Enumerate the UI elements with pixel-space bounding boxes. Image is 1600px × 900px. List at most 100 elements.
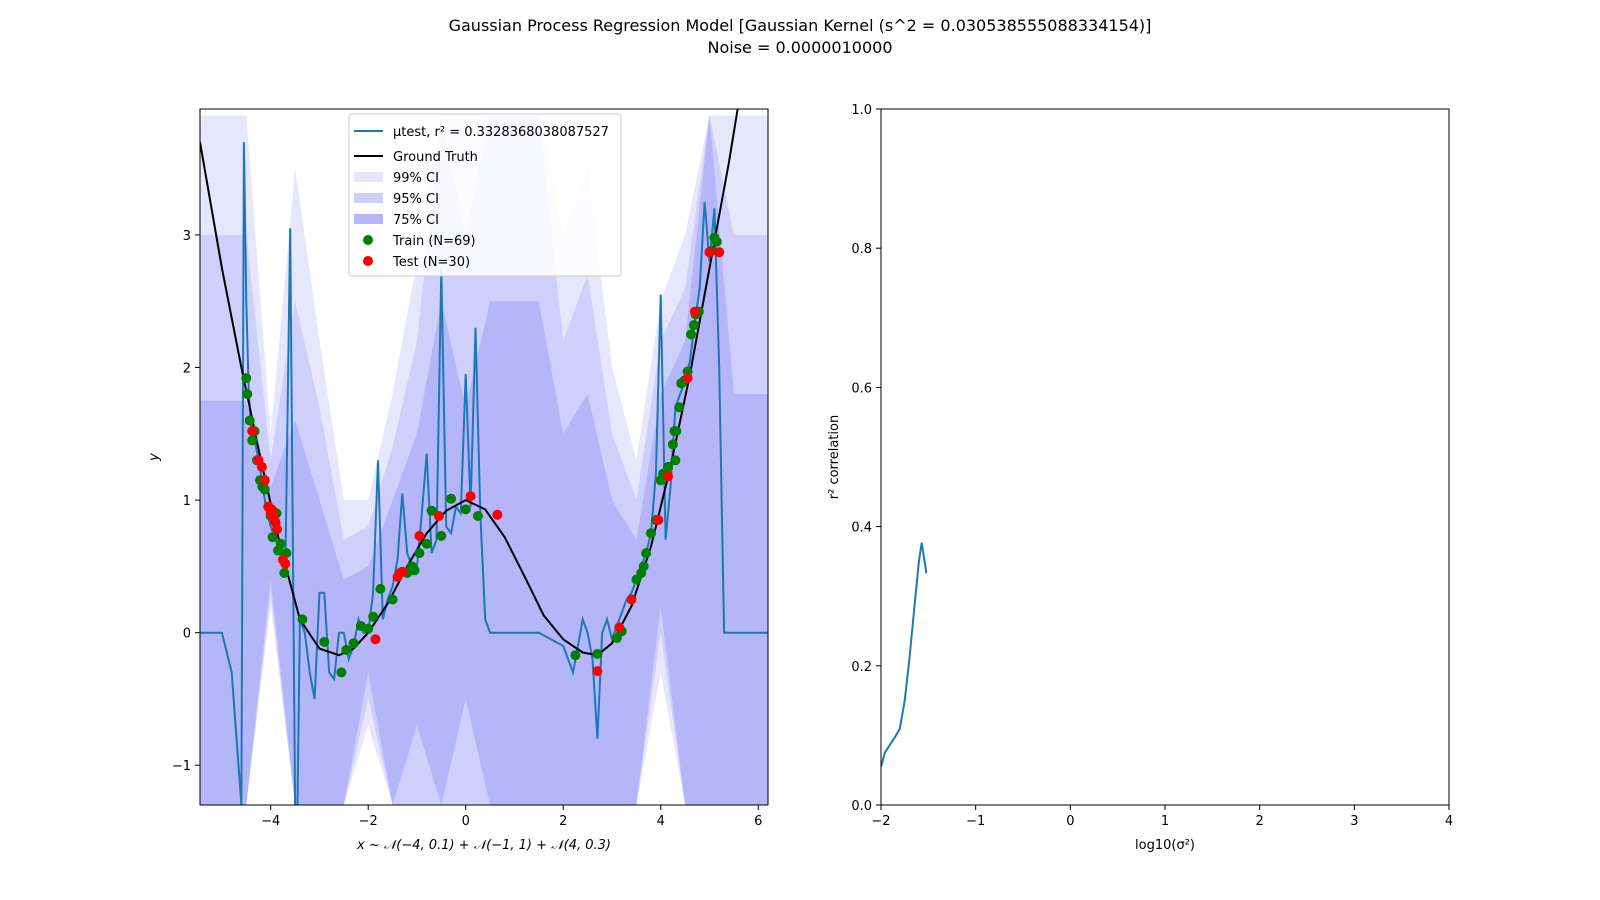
train-point: [275, 538, 286, 549]
right-x-tick-label: 3: [1350, 814, 1358, 829]
legend-ci99-label: 99% CI: [393, 171, 439, 186]
legend-train-swatch: [363, 235, 373, 245]
right-x-label: log10(σ²): [1135, 838, 1195, 853]
right-y-axis: 0.0 0.2 0.4 0.6 0.8 1.0: [851, 103, 881, 814]
train-point: [570, 650, 581, 661]
legend-train-label: Train (N=69): [392, 234, 476, 249]
legend-ci75-label: 75% CI: [393, 213, 439, 228]
left-panel: −4 −2 0 2 4 6 −1 0 1 2 3 x ~ 𝒩(−4, 0.1) + 𝒩(−1, 1…: [147, 108, 769, 853]
left-x-tick-label: 2: [559, 814, 567, 829]
right-x-tick-label: 0: [1066, 814, 1074, 829]
test-point: [614, 622, 625, 633]
left-x-axis: −4 −2 0 2 4 6: [261, 805, 762, 829]
train-point: [670, 455, 681, 466]
right-x-tick-label: 4: [1445, 814, 1453, 829]
test-point: [259, 475, 270, 486]
train-point: [267, 532, 278, 543]
legend-ci95-swatch: [354, 193, 383, 203]
train-point: [348, 638, 359, 649]
left-y-tick-label: 1: [183, 494, 191, 509]
left-y-tick-label: 0: [183, 627, 191, 642]
train-point: [472, 511, 483, 521]
test-point: [280, 558, 291, 569]
r2-series-line: [881, 542, 928, 767]
test-point: [272, 524, 282, 535]
train-point: [671, 426, 682, 437]
test-point: [433, 511, 444, 521]
left-x-tick-label: 0: [462, 814, 470, 829]
test-point: [592, 666, 603, 677]
test-point: [247, 426, 258, 437]
train-point: [421, 538, 432, 549]
train-point: [244, 415, 255, 426]
legend-box: [348, 113, 622, 277]
figure-title: Gaussian Process Regression Model [Gauss…: [449, 16, 1152, 35]
left-y-axis: −1 0 1 2 3: [172, 229, 200, 774]
train-point: [341, 644, 352, 655]
mean-line: [200, 142, 768, 805]
test-point: [653, 515, 664, 525]
test-point: [414, 530, 425, 541]
right-y-tick-label: 0.2: [851, 660, 872, 675]
train-point: [375, 583, 386, 594]
test-point: [626, 594, 637, 605]
train-point: [409, 565, 420, 576]
right-x-tick-label: −1: [966, 814, 985, 829]
right-y-tick-label: 0.0: [851, 799, 872, 814]
legend-test-label: Test (N=30): [392, 255, 470, 270]
test-point: [663, 471, 674, 482]
right-y-tick-label: 1.0: [851, 103, 872, 118]
left-x-tick-label: 4: [657, 814, 665, 829]
legend-test-swatch: [363, 256, 373, 266]
train-point: [241, 373, 252, 384]
left-x-tick-label: 6: [754, 814, 762, 829]
train-point: [336, 667, 347, 678]
test-point: [689, 306, 700, 317]
train-point: [460, 504, 471, 515]
train-point: [319, 636, 330, 647]
right-x-tick-label: −2: [871, 814, 890, 829]
train-point: [387, 594, 398, 605]
train-point: [638, 561, 649, 572]
test-point: [682, 373, 693, 384]
train-point: [641, 548, 652, 559]
left-x-label: x ~ 𝒩(−4, 0.1) + 𝒩(−1, 1) + 𝒩(4, 0.3): [356, 838, 611, 853]
right-y-label: r² correlation: [827, 415, 842, 499]
train-point: [646, 528, 656, 539]
legend-ci95-label: 95% CI: [393, 192, 439, 207]
train-point: [711, 236, 722, 247]
train-point: [686, 329, 696, 340]
right-plot-area: [881, 542, 928, 767]
train-point: [279, 568, 290, 578]
test-point: [256, 461, 267, 472]
left-y-label: y: [147, 453, 162, 462]
train-point: [297, 614, 308, 625]
right-x-tick-label: 2: [1256, 814, 1264, 829]
left-y-tick-label: 2: [183, 362, 191, 377]
train-point: [247, 435, 258, 446]
train-point: [446, 493, 457, 504]
left-x-tick-label: −4: [261, 814, 280, 829]
legend-ci75-swatch: [354, 214, 383, 224]
train-point: [688, 320, 699, 331]
right-y-tick-label: 0.4: [851, 521, 872, 536]
legend-mu-label: μtest, r² = 0.3328368038087527: [393, 125, 609, 140]
right-y-tick-label: 0.6: [851, 381, 872, 396]
legend-truth-label: Ground Truth: [393, 150, 478, 165]
test-point: [265, 508, 276, 519]
test-markers: [247, 247, 725, 677]
train-point: [242, 389, 253, 399]
test-point: [492, 509, 503, 520]
right-y-tick-label: 0.8: [851, 242, 872, 257]
test-point: [704, 247, 715, 258]
right-x-tick-label: 1: [1161, 814, 1169, 829]
left-axes-frame: [199, 108, 769, 806]
train-point: [368, 611, 379, 622]
left-y-tick-label: 3: [183, 229, 191, 244]
train-point: [363, 623, 374, 634]
train-point: [592, 648, 603, 659]
right-x-axis: −2 −1 0 1 2 3 4: [871, 805, 1453, 829]
legend: μtest, r² = 0.3328368038087527 Ground Tr…: [348, 113, 622, 277]
left-x-tick-label: −2: [359, 814, 378, 829]
